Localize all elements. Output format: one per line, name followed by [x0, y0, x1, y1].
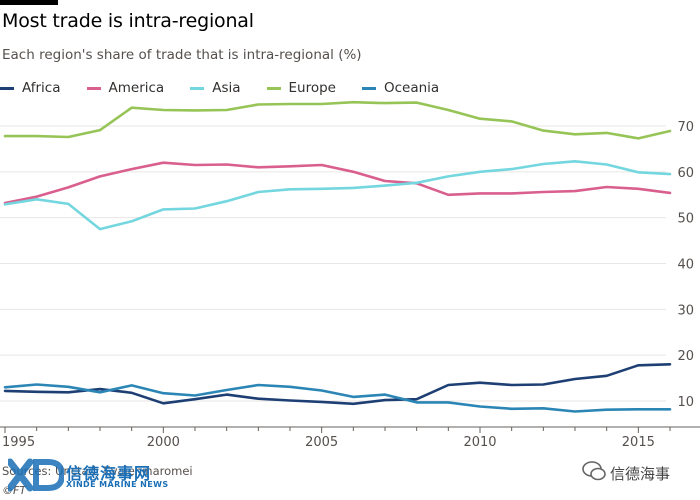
legend-label: Asia — [212, 80, 241, 96]
watermark-brand: 信德海事 — [610, 465, 671, 483]
y-tick-label: 40 — [677, 258, 694, 273]
legend-label: Europe — [288, 80, 336, 96]
legend-item-africa: Africa — [0, 80, 61, 96]
x-tick-label: 2015 — [622, 435, 655, 450]
top-accent-bar — [0, 0, 58, 5]
series-line-africa — [3, 362, 672, 406]
series-line-europe — [3, 100, 672, 140]
y-tick-label: 20 — [677, 349, 694, 364]
x-tick-label: 1995 — [2, 435, 35, 450]
legend-item-oceania: Oceania — [361, 80, 440, 96]
wechat-icon — [582, 461, 606, 481]
legend-item-asia: Asia — [190, 80, 241, 96]
y-tick-label: 50 — [677, 212, 694, 227]
watermark-logo-text: 信德海事网 — [66, 464, 152, 483]
legend-label: Oceania — [383, 80, 440, 96]
y-tick-label: 10 — [677, 395, 694, 410]
series-line-asia — [3, 160, 672, 231]
legend-swatch — [266, 86, 281, 90]
watermark-logo-subtext: XINDE MARINE NEWS — [66, 480, 169, 489]
legend-item-europe: Europe — [266, 80, 336, 96]
y-tick-label: 70 — [677, 120, 694, 135]
y-tick-label: 60 — [677, 166, 694, 181]
chart-legend: Africa America Asia Europe Oceania — [0, 80, 465, 96]
x-tick-label: 2010 — [463, 435, 496, 450]
y-tick-label: 30 — [677, 303, 694, 318]
x-tick-label: 2005 — [305, 435, 338, 450]
legend-swatch — [361, 86, 376, 90]
series-line-oceania — [3, 383, 672, 413]
legend-label: Africa — [22, 80, 61, 96]
legend-label: America — [108, 80, 165, 96]
series-line-america — [3, 161, 672, 205]
chart-title: Most trade is intra-regional — [2, 10, 254, 32]
legend-swatch — [0, 86, 14, 90]
legend-swatch — [86, 86, 101, 90]
xinde-logo-icon — [8, 458, 64, 492]
legend-swatch — [190, 86, 205, 90]
source-note: Sources: Unctad; Evaiehinaromei — [2, 464, 193, 478]
chart-subtitle: Each region's share of trade that is int… — [2, 47, 362, 63]
x-tick-label: 2000 — [147, 435, 180, 450]
legend-item-america: America — [86, 80, 165, 96]
